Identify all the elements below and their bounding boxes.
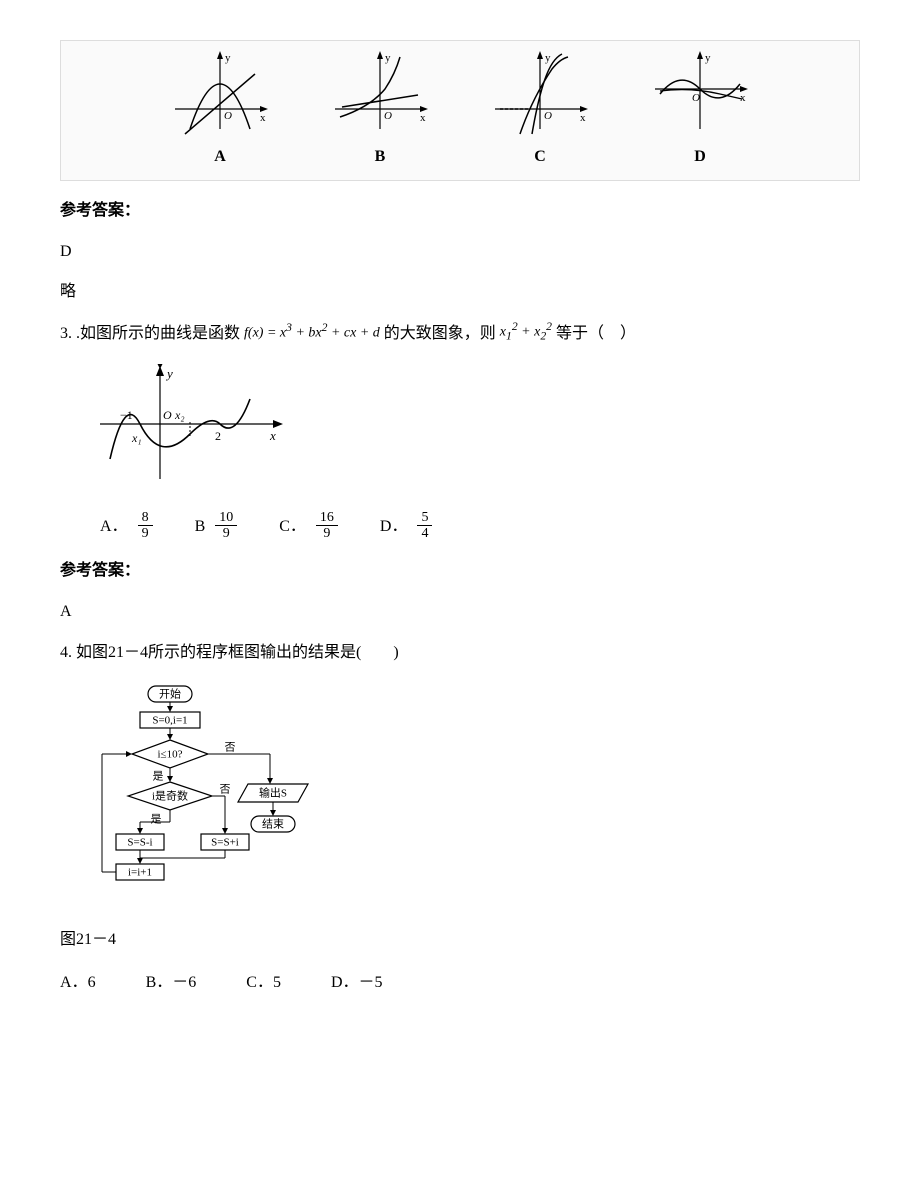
svg-text:x: x xyxy=(580,112,586,124)
svg-text:i=i+1: i=i+1 xyxy=(128,866,152,878)
svg-text:O: O xyxy=(544,110,552,122)
option-letter: C． xyxy=(279,513,306,542)
option-letter: D． xyxy=(380,513,408,542)
q3-formula: f(x) = x3 + bx2 + cx + d xyxy=(244,317,380,346)
q4-options: A．6 B．－6 C．5 D．－5 xyxy=(60,969,860,998)
q3-option-a[interactable]: A． 8 9 xyxy=(100,510,155,542)
q2-explanation: 略 xyxy=(60,278,860,307)
q3-x1: x₁ xyxy=(131,431,142,445)
q4-option-b[interactable]: B．－6 xyxy=(146,969,197,998)
x-axis-label: x xyxy=(260,112,266,124)
q2-answer: D xyxy=(60,238,860,267)
q3-options: A． 8 9 B 10 9 C． 16 9 D． 5 4 xyxy=(100,510,860,542)
svg-text:输出S: 输出S xyxy=(259,785,287,799)
svg-text:i是奇数: i是奇数 xyxy=(152,789,188,802)
q3-answer: A xyxy=(60,598,860,627)
svg-text:S=0,i=1: S=0,i=1 xyxy=(152,714,187,726)
q3-origin: O xyxy=(163,408,172,422)
q3-x2: x₂ xyxy=(174,408,185,422)
q3-question: 3. .如图所示的曲线是函数 f(x) = x3 + bx2 + cx + d … xyxy=(60,319,860,349)
graph-label-d: D xyxy=(694,143,706,172)
q3-answer-heading: 参考答案： xyxy=(60,557,860,586)
q4-flowchart: 开始 S=0,i=1 i≤10? 否 输出S 结束 是 i是奇数 xyxy=(90,682,860,912)
q3-option-d[interactable]: D． 5 4 xyxy=(380,510,435,542)
q3-option-c[interactable]: C． 16 9 xyxy=(279,510,340,542)
graph-c-svg: y x O xyxy=(490,49,590,139)
svg-text:否: 否 xyxy=(225,741,236,753)
graph-label-b: B xyxy=(375,143,386,172)
q3-option-b[interactable]: B 10 9 xyxy=(195,510,240,542)
graph-b-svg: y x O xyxy=(330,49,430,139)
svg-text:S=S-i: S=S-i xyxy=(127,836,152,848)
q3-tail: 等于（ ） xyxy=(552,325,636,342)
q4-option-c[interactable]: C．5 xyxy=(246,969,281,998)
graph-label-a: A xyxy=(214,143,226,172)
svg-text:y: y xyxy=(385,52,391,64)
graph-option-b: y x O B xyxy=(330,49,430,172)
origin-label: O xyxy=(224,110,232,122)
q4-question: 4. 如图21－4所示的程序框图输出的结果是( ) xyxy=(60,639,860,668)
svg-text:开始: 开始 xyxy=(159,686,181,700)
graph-label-c: C xyxy=(534,143,546,172)
svg-text:否: 否 xyxy=(220,783,231,795)
svg-text:是: 是 xyxy=(153,769,164,782)
svg-text:x: x xyxy=(740,92,746,104)
q4-number: 4. xyxy=(60,644,76,661)
q3-y-label: y xyxy=(165,366,173,381)
q4-caption: 图21－4 xyxy=(60,926,860,955)
graph-option-c: y x O C xyxy=(490,49,590,172)
graph-option-a: y x O A xyxy=(170,49,270,172)
svg-text:O: O xyxy=(384,110,392,122)
q3-two: 2 xyxy=(215,429,221,443)
q4-option-d[interactable]: D．－5 xyxy=(331,969,383,998)
q4-text: 如图21－4所示的程序框图输出的结果是( ) xyxy=(76,644,399,661)
q3-curve-graph: y x −1 O x₁ x₂ 2 xyxy=(90,364,860,494)
svg-text:S=S+i: S=S+i xyxy=(211,836,239,848)
fraction-icon: 10 9 xyxy=(215,510,237,542)
svg-text:是: 是 xyxy=(151,812,162,825)
svg-text:x: x xyxy=(420,112,426,124)
svg-text:y: y xyxy=(545,52,551,64)
fraction-icon: 5 4 xyxy=(417,510,432,542)
graph-option-d: y x O D xyxy=(650,49,750,172)
fraction-icon: 8 9 xyxy=(138,510,153,542)
option-letter: B xyxy=(195,513,206,542)
svg-text:i≤10?: i≤10? xyxy=(158,748,183,760)
svg-text:结束: 结束 xyxy=(262,817,284,830)
y-axis-label: y xyxy=(225,52,231,64)
q3-x-label: x xyxy=(269,428,276,443)
graph-a-svg: y x O xyxy=(170,49,270,139)
option-letter: A． xyxy=(100,513,128,542)
q3-number: 3. xyxy=(60,325,76,342)
q2-answer-heading: 参考答案： xyxy=(60,197,860,226)
q3-text-after: 的大致图象，则 xyxy=(380,325,500,342)
q4-option-a[interactable]: A．6 xyxy=(60,969,96,998)
q3-formula2: x12 + x22 xyxy=(500,316,552,346)
fraction-icon: 16 9 xyxy=(316,510,338,542)
q2-graph-options: y x O A y x O B y x O xyxy=(60,40,860,181)
svg-text:O: O xyxy=(692,92,700,104)
graph-d-svg: y x O xyxy=(650,49,750,139)
svg-text:y: y xyxy=(705,52,711,64)
q3-text-before: .如图所示的曲线是函数 xyxy=(76,325,244,342)
